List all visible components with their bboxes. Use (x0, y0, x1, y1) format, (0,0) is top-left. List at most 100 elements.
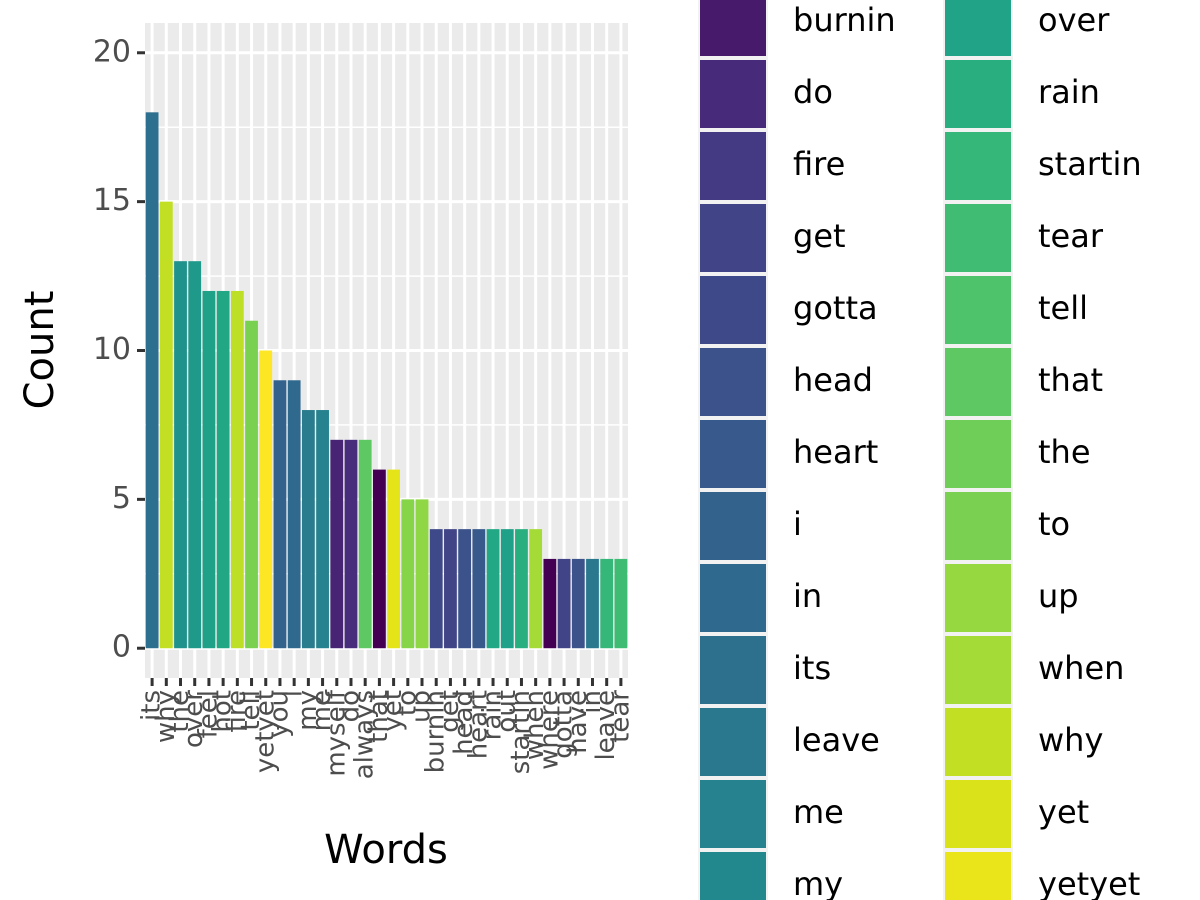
legend-label: yet (1038, 793, 1089, 831)
bar (429, 529, 443, 649)
bar (571, 558, 585, 649)
bar (230, 290, 244, 649)
bar (373, 469, 386, 649)
x-tick-label: where (534, 690, 564, 770)
legend-key (945, 420, 1011, 488)
legend-label: its (793, 649, 831, 687)
legend-key (700, 132, 766, 200)
x-tick-label: head (449, 690, 479, 755)
bar (529, 529, 543, 649)
x-tick-label: that (364, 690, 394, 743)
x-tick-label: burnin (421, 690, 451, 773)
legend-key (700, 348, 766, 416)
x-tick-label: gotta (549, 690, 579, 759)
x-tick-label: in (577, 690, 607, 714)
x-tick-label: rain (478, 690, 508, 740)
legend-key (700, 204, 766, 272)
legend-label: yetyet (1038, 865, 1140, 900)
x-tick-label: heart (463, 690, 493, 759)
legend-key (945, 60, 1011, 128)
bar (543, 558, 557, 649)
legend-label: me (793, 793, 844, 831)
legend-key (700, 0, 766, 56)
bar (273, 380, 287, 649)
legend-key (945, 780, 1011, 848)
x-tick-label: the (165, 690, 195, 733)
legend-key (945, 564, 1011, 632)
x-tick-label: why (151, 690, 181, 743)
legend-key (945, 636, 1011, 704)
bar (586, 558, 599, 649)
legend-key (945, 0, 1011, 56)
legend-key (700, 852, 766, 900)
bar (415, 499, 429, 649)
bar (472, 529, 486, 649)
y-axis-title: Count (17, 291, 63, 410)
bar (159, 201, 173, 649)
legend-label: over (1038, 1, 1110, 39)
legend-label: i (793, 505, 802, 543)
legend-key (945, 852, 1011, 900)
bar (600, 558, 614, 649)
legend-key (945, 348, 1011, 416)
x-tick-label: when (520, 690, 550, 760)
bar (458, 529, 472, 649)
x-tick-label: tear (605, 690, 635, 743)
bar (557, 558, 571, 649)
x-tick-label: over (179, 690, 209, 748)
bar (216, 290, 230, 649)
x-tick-label: startin (506, 690, 536, 774)
legend-key (700, 780, 766, 848)
y-tick-label: 15 (93, 183, 131, 218)
bar (174, 261, 187, 649)
x-tick-label: always (350, 690, 380, 779)
legend-key (945, 708, 1011, 776)
legend-key (700, 708, 766, 776)
legend-label: leave (793, 721, 880, 759)
legend-label: get (793, 217, 846, 255)
x-tick-label: hot (208, 690, 238, 733)
x-tick-label: feel (193, 690, 223, 738)
bar (614, 558, 628, 649)
legend-label: when (1038, 649, 1124, 687)
x-tick-label: get (435, 690, 465, 733)
legend-label: tear (1038, 217, 1104, 255)
x-tick-label: me (307, 690, 337, 731)
x-tick-label: you (264, 690, 294, 738)
legend-key (945, 276, 1011, 344)
bar (316, 410, 329, 649)
legend-key (700, 492, 766, 560)
bar (358, 439, 372, 649)
legend-label: the (1038, 433, 1091, 471)
x-tick-label: leave (591, 690, 621, 761)
x-tick-label: i (279, 690, 309, 697)
legend-key (945, 492, 1011, 560)
bar (444, 529, 457, 649)
bar (330, 439, 344, 649)
legend-label: burnin (793, 1, 896, 39)
bar (486, 529, 500, 649)
y-tick-label: 20 (93, 34, 131, 69)
legend-label: rain (1038, 73, 1100, 111)
legend-label: startin (1038, 145, 1142, 183)
bar (287, 380, 301, 649)
bar (301, 410, 315, 649)
bar (245, 320, 258, 649)
legend-label: to (1038, 505, 1070, 543)
legend-label: heart (793, 433, 878, 471)
legend-key (700, 636, 766, 704)
legend-key (700, 420, 766, 488)
bar (500, 529, 514, 649)
y-tick-label: 5 (112, 481, 131, 516)
bar (515, 529, 528, 649)
x-tick-label: out (492, 690, 522, 733)
legend-label: why (1038, 721, 1103, 759)
legend-label: gotta (793, 289, 878, 327)
legend-key (945, 204, 1011, 272)
legend-label: tell (1038, 289, 1088, 327)
bar (188, 261, 202, 649)
x-axis-title: Words (324, 827, 448, 873)
bar (344, 439, 358, 649)
x-tick-label: tell (236, 690, 266, 731)
